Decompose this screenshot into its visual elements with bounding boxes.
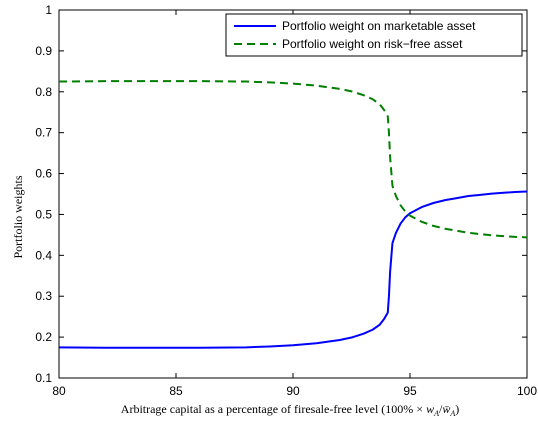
y-tick-label: 1: [45, 3, 52, 17]
y-tick-label: 0.6: [35, 167, 52, 181]
y-tick-label: 0.2: [35, 330, 52, 344]
y-tick-label: 0.7: [35, 126, 52, 140]
legend-box: [225, 13, 523, 57]
legend-label: Portfolio weight on risk−free asset: [282, 37, 463, 51]
ticks-layer: 80 85 90 95 100 0.1 0.2 0.3 0.4 0.5 0.6 0.7 0.8 0.9 1: [35, 3, 537, 398]
legend-label: Portfolio weight on marketable asset: [282, 19, 476, 33]
x-tick-label: 95: [403, 384, 417, 398]
axes-layer: [58, 9, 528, 379]
legend-layer: Portfolio weight on marketable asset Port…: [225, 13, 523, 57]
y-tick-label: 0.5: [35, 207, 52, 221]
x-tick-label: 80: [52, 384, 66, 398]
y-tick-label: 0.8: [35, 85, 52, 99]
y-axis-label: Portfolio weights: [11, 175, 25, 258]
series-layer: [58, 80, 528, 349]
plot-frame: [58, 9, 528, 379]
series-line-marketable-asset: [58, 190, 528, 349]
series-line-risk-free-asset: [58, 80, 528, 239]
x-axis-label: Arbitrage capital as a percentage of fir…: [121, 402, 459, 418]
x-tick-label: 100: [517, 384, 537, 398]
x-tick-label: 90: [286, 384, 300, 398]
y-tick-label: 0.4: [35, 248, 52, 262]
y-tick-label: 0.9: [35, 44, 52, 58]
y-tick-label: 0.1: [35, 371, 52, 385]
x-tick-label: 85: [169, 384, 183, 398]
y-tick-label: 0.3: [35, 289, 52, 303]
